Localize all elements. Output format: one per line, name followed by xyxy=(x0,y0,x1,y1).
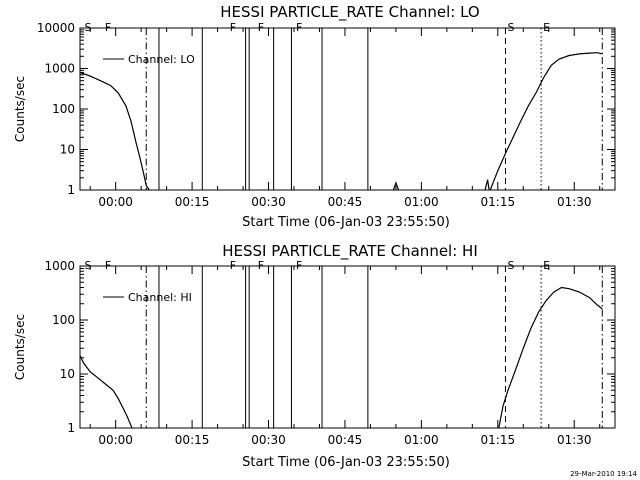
x-tick-label: 01:15 xyxy=(481,433,516,447)
x-tick-label: 01:00 xyxy=(404,195,439,209)
event-label: F xyxy=(105,259,111,272)
y-axis-label: Counts/sec xyxy=(13,76,27,142)
plot-frame xyxy=(79,265,616,429)
event-label: S xyxy=(507,21,514,34)
event-label: F xyxy=(258,21,264,34)
y-tick-label: 1000 xyxy=(44,259,75,273)
event-label: E xyxy=(543,21,550,34)
x-tick-label: 00:45 xyxy=(328,433,363,447)
y-tick-label: 100 xyxy=(52,102,75,116)
y-tick-label: 1 xyxy=(67,421,75,435)
x-tick-label: 00:30 xyxy=(251,433,286,447)
series-line xyxy=(489,52,603,191)
y-tick-label: 1 xyxy=(67,183,75,197)
chart-title: HESSI PARTICLE_RATE Channel: HI xyxy=(222,242,478,261)
y-tick-label: 100 xyxy=(52,313,75,327)
event-label: F xyxy=(296,259,302,272)
y-tick-label: 10 xyxy=(60,367,75,381)
x-axis-label: Start Time (06-Jan-03 23:55:50) xyxy=(242,215,450,230)
y-tick-label: 10000 xyxy=(37,21,75,35)
event-label: S xyxy=(507,259,514,272)
series-line xyxy=(392,181,400,191)
x-tick-label: 01:00 xyxy=(404,433,439,447)
event-label: F xyxy=(230,259,236,272)
legend-label: Channel: HI xyxy=(128,291,192,304)
x-axis-label: Start Time (06-Jan-03 23:55:50) xyxy=(242,455,450,470)
x-tick-label: 00:30 xyxy=(251,195,286,209)
event-label: F xyxy=(296,21,302,34)
x-tick-label: 00:00 xyxy=(98,433,133,447)
series-line xyxy=(484,179,490,191)
x-tick-label: 00:00 xyxy=(98,195,133,209)
footer-timestamp: 29-Mar-2010 19:14 xyxy=(570,470,637,478)
legend-label: Channel: LO xyxy=(128,53,195,66)
event-label: S xyxy=(85,21,92,34)
y-axis-label: Counts/sec xyxy=(13,314,27,380)
panel-lo: HESSI PARTICLE_RATE Channel: LO Counts/s… xyxy=(13,3,616,230)
x-tick-label: 01:30 xyxy=(557,195,592,209)
event-label: E xyxy=(543,259,550,272)
series-line xyxy=(79,355,133,429)
x-tick-label: 00:15 xyxy=(175,195,210,209)
x-tick-label: 01:30 xyxy=(557,433,592,447)
x-tick-label: 01:15 xyxy=(481,195,516,209)
x-tick-label: 00:15 xyxy=(175,433,210,447)
event-label: F xyxy=(230,21,236,34)
x-tick-label: 00:45 xyxy=(328,195,363,209)
series-line xyxy=(498,286,603,429)
event-label: S xyxy=(85,259,92,272)
event-label: F xyxy=(105,21,111,34)
panel-hi: HESSI PARTICLE_RATE Channel: HI Counts/s… xyxy=(13,242,616,470)
event-label: F xyxy=(258,259,264,272)
chart-title: HESSI PARTICLE_RATE Channel: LO xyxy=(220,3,479,22)
y-tick-label: 10 xyxy=(60,143,75,157)
series-line xyxy=(79,71,150,191)
y-tick-label: 1000 xyxy=(44,62,75,76)
